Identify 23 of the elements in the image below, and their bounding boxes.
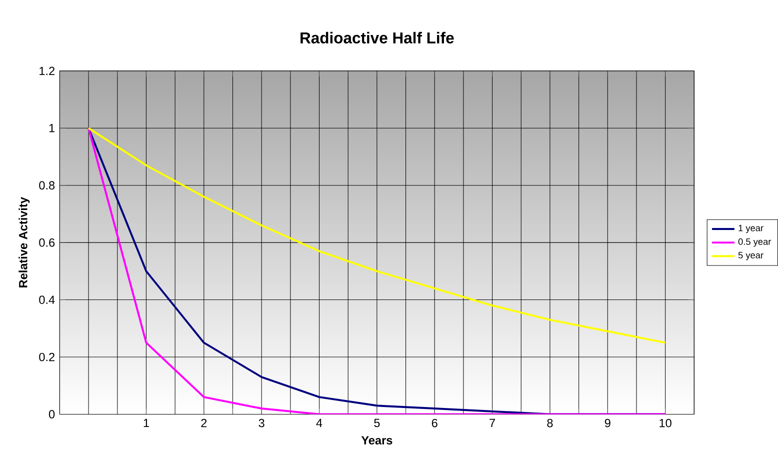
- y-axis-title: Relative Activity: [18, 196, 30, 288]
- y-tick-label: 0.2: [39, 352, 54, 362]
- x-tick-label: 3: [258, 418, 264, 428]
- x-tick-label: 5: [374, 418, 380, 428]
- y-tick-label: 0.8: [39, 181, 55, 190]
- y-tick-label: 1.2: [40, 66, 54, 75]
- x-tick-label: 10: [660, 418, 672, 428]
- y-tick-label: 0.4: [39, 296, 55, 304]
- x-tick-label: 9: [604, 418, 610, 428]
- chart-title: Radioactive Half Life: [300, 32, 454, 44]
- x-axis-title: Years: [361, 436, 392, 444]
- x-tick-label: 1: [144, 418, 149, 427]
- x-tick-label: 7: [490, 418, 495, 427]
- legend-label: 5 year: [738, 252, 764, 260]
- y-tick-label: 1: [49, 124, 54, 132]
- x-tick-label: 2: [201, 418, 207, 428]
- y-tick-label: 0: [48, 410, 55, 418]
- legend-label: 0.5 year: [738, 238, 772, 247]
- x-tick-label: 8: [547, 418, 553, 428]
- x-tick-label: 4: [316, 418, 322, 427]
- x-tick-label: 6: [432, 418, 438, 428]
- legend-label: 1 year: [738, 224, 764, 234]
- y-tick-label: 0.6: [39, 238, 55, 247]
